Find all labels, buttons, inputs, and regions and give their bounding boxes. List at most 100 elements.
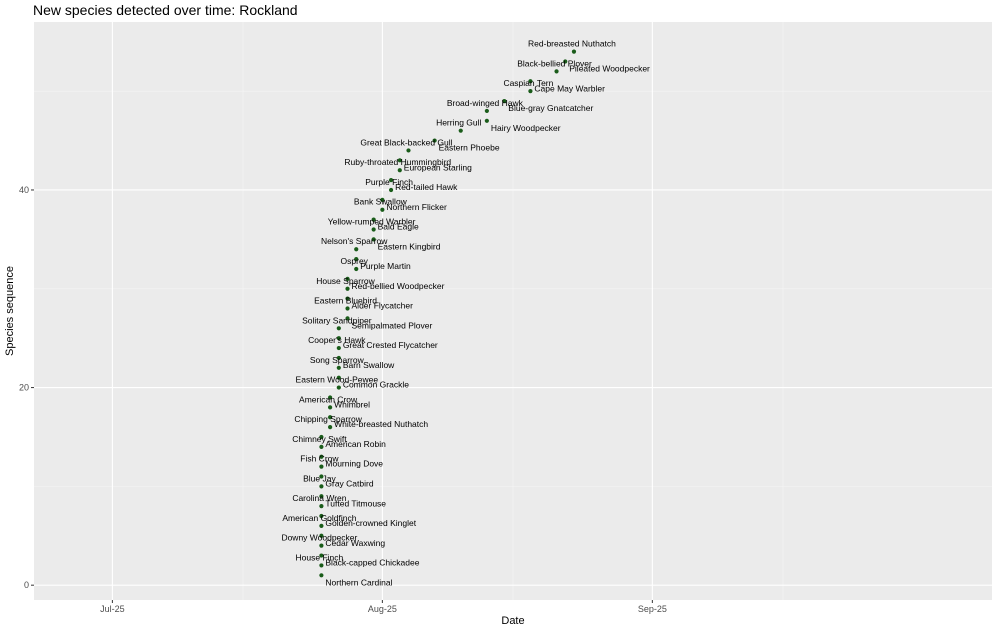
- data-point: [528, 89, 533, 94]
- data-point: [397, 168, 402, 173]
- data-point: [354, 257, 359, 262]
- point-label: Bald Eagle: [378, 222, 419, 232]
- point-label: Song Sparrow: [310, 355, 365, 365]
- point-label: Solitary Sandpiper: [302, 315, 372, 325]
- point-label: Broad-winged Hawk: [447, 98, 524, 108]
- point-label: Gray Catbird: [325, 478, 373, 488]
- point-label: Downy Woodpecker: [281, 533, 357, 543]
- data-point: [328, 415, 333, 420]
- point-label: Red-tailed Hawk: [395, 182, 458, 192]
- grid-major: [34, 22, 992, 600]
- data-point: [328, 405, 333, 410]
- data-point: [319, 454, 324, 459]
- data-point: [502, 98, 507, 104]
- point-label: Eastern Wood-Pewee: [296, 375, 379, 385]
- point-label: American Robin: [325, 439, 386, 449]
- data-point: [319, 504, 324, 509]
- point-label: Eastern Bluebird: [314, 296, 377, 306]
- point-label: Red-breasted Nuthatch: [528, 39, 616, 49]
- y-tick-label: 40: [19, 185, 29, 195]
- data-point: [458, 128, 463, 133]
- point-label: Carolina Wren: [292, 493, 346, 503]
- data-point: [319, 494, 324, 499]
- data-point: [345, 306, 350, 311]
- point-label: Osprey: [341, 256, 369, 266]
- point-label: Cedar Waxwing: [325, 538, 385, 548]
- data-point: [328, 395, 333, 400]
- point-label: Tufted Titmouse: [325, 498, 386, 508]
- y-tick-label: 20: [19, 383, 29, 393]
- data-point: [319, 513, 324, 519]
- data-point: [563, 59, 568, 64]
- axis-ticks: Jul-25 Aug-25 Sep-25 0 20 40: [19, 185, 667, 614]
- point-label: Cooper's Hawk: [308, 335, 366, 345]
- data-point: [484, 118, 489, 123]
- data-point: [380, 197, 385, 202]
- point-label: Red-bellied Woodpecker: [352, 281, 445, 291]
- point-label: Alder Flycatcher: [352, 301, 414, 311]
- data-point: [397, 158, 402, 163]
- data-point: [319, 533, 324, 538]
- data-point: [319, 464, 324, 469]
- x-axis-title: Date: [501, 615, 524, 627]
- data-point: [371, 217, 376, 222]
- point-label: Yellow-rumped Warbler: [328, 216, 416, 226]
- data-point: [336, 375, 341, 380]
- data-point: [345, 286, 350, 291]
- point-label: Chimney Swift: [292, 434, 347, 444]
- data-point: [319, 563, 324, 568]
- point-label: Purple Martin: [360, 261, 411, 271]
- data-point: [345, 276, 350, 281]
- data-point: [319, 484, 324, 489]
- point-label: Eastern Phoebe: [439, 143, 500, 153]
- point-label: American Crow: [299, 394, 358, 404]
- point-label: White-breasted Nuthatch: [334, 419, 428, 429]
- point-label: Hairy Woodpecker: [491, 123, 561, 133]
- data-point: [484, 108, 489, 114]
- data-point: [319, 434, 324, 440]
- data-point: [336, 365, 341, 370]
- point-label: Nelson's Sparrow: [321, 236, 388, 246]
- data-point: [354, 247, 359, 252]
- data-point: [319, 543, 324, 548]
- data-point: [336, 385, 341, 390]
- point-label: American Goldfinch: [282, 513, 356, 523]
- point-label: Northern Flicker: [386, 202, 447, 212]
- data-point: [336, 355, 341, 361]
- point-label: Great Crested Flycatcher: [343, 340, 438, 350]
- point-label: Whimbrel: [334, 399, 370, 409]
- point-label: Fish Crow: [300, 454, 339, 464]
- data-point: [345, 296, 350, 301]
- point-label: Chipping Sparrow: [294, 414, 362, 424]
- data-point: [319, 573, 324, 578]
- x-tick-label: Jul-25: [100, 604, 125, 614]
- data-point: [388, 187, 394, 193]
- point-label: Mourning Dove: [325, 459, 383, 469]
- data-point: [571, 49, 577, 54]
- data-point: [388, 177, 394, 183]
- data-point: [336, 345, 341, 351]
- data-point: [336, 326, 341, 331]
- point-label: Northern Cardinal: [325, 577, 392, 587]
- data-point: [354, 266, 359, 272]
- point-label: Blue Jay: [303, 473, 336, 483]
- data-point: [319, 474, 324, 479]
- data-points: [319, 49, 577, 578]
- point-label: Bank Swallow: [354, 197, 408, 207]
- data-point: [406, 148, 411, 153]
- data-point: [380, 207, 385, 212]
- data-point: [319, 523, 324, 528]
- point-label: Caspian Tern: [503, 78, 553, 88]
- point-label: Eastern Kingbird: [378, 241, 441, 251]
- point-labels: Northern Cardinal House FinchBlack-capped…: [281, 39, 650, 588]
- point-label: Golden-crowned Kinglet: [325, 518, 416, 528]
- data-point: [528, 79, 533, 84]
- point-label: Purple Finch: [365, 177, 413, 187]
- y-axis-title: Species sequence: [4, 266, 16, 356]
- point-label: House Sparrow: [316, 276, 375, 286]
- x-tick-label: Sep-25: [638, 604, 667, 614]
- data-point: [328, 424, 333, 430]
- data-point: [336, 336, 341, 341]
- chart-title: New species detected over time: Rockland: [33, 2, 298, 18]
